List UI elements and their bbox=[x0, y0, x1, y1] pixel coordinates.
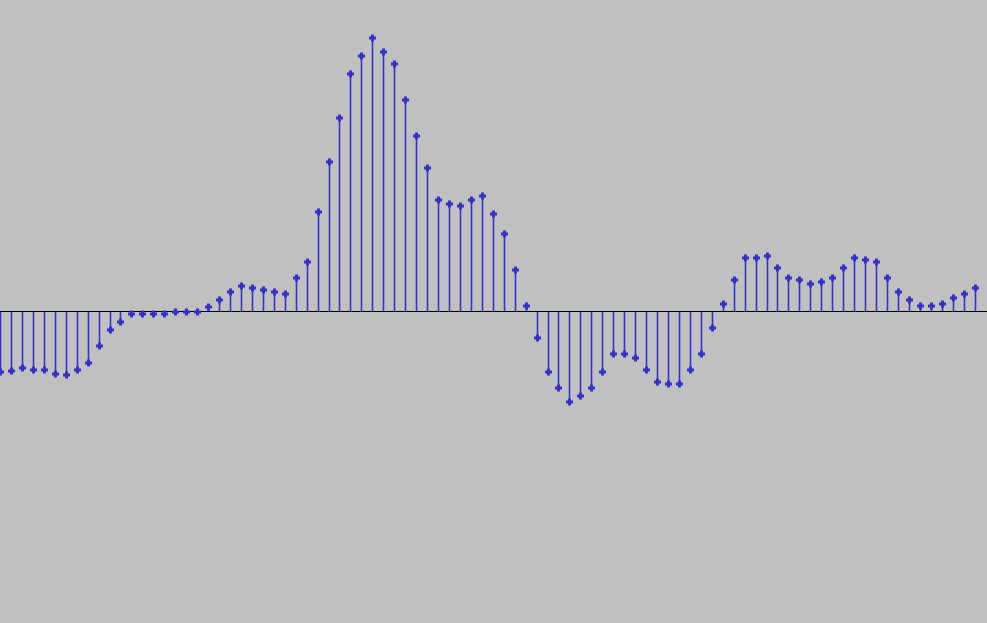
sample-point[interactable] bbox=[588, 384, 595, 392]
sample-point[interactable] bbox=[238, 282, 245, 290]
sample-point[interactable] bbox=[85, 359, 92, 367]
sample-point[interactable] bbox=[183, 308, 190, 316]
sample-point[interactable] bbox=[961, 290, 968, 298]
sample-point[interactable] bbox=[884, 274, 891, 282]
sample-point[interactable] bbox=[150, 310, 157, 318]
sample-point[interactable] bbox=[391, 60, 398, 68]
sample-point[interactable] bbox=[293, 274, 300, 282]
sample-point[interactable] bbox=[172, 308, 179, 316]
sample-point[interactable] bbox=[534, 334, 541, 342]
sample-point[interactable] bbox=[785, 274, 792, 282]
sample-point[interactable] bbox=[128, 310, 135, 318]
sample-point[interactable] bbox=[610, 350, 617, 358]
sample-point[interactable] bbox=[74, 366, 81, 374]
sample-point[interactable] bbox=[8, 367, 15, 375]
sample-point[interactable] bbox=[41, 366, 48, 374]
sample-point[interactable] bbox=[479, 192, 486, 200]
sample-point[interactable] bbox=[807, 280, 814, 288]
sample-point[interactable] bbox=[424, 164, 431, 172]
sample-point[interactable] bbox=[501, 230, 508, 238]
sample-stems bbox=[0, 38, 977, 402]
sample-point[interactable] bbox=[413, 132, 420, 140]
sample-point[interactable] bbox=[731, 276, 738, 284]
sample-point[interactable] bbox=[709, 324, 716, 332]
sample-point[interactable] bbox=[774, 264, 781, 272]
sample-point[interactable] bbox=[380, 48, 387, 56]
sample-point[interactable] bbox=[30, 366, 37, 374]
sample-point[interactable] bbox=[304, 258, 311, 266]
sample-point[interactable] bbox=[764, 252, 771, 260]
sample-point[interactable] bbox=[873, 258, 880, 266]
sample-points[interactable] bbox=[0, 34, 979, 406]
sample-point[interactable] bbox=[19, 364, 26, 372]
sample-point[interactable] bbox=[928, 302, 935, 310]
sample-point[interactable] bbox=[676, 380, 683, 388]
sample-point[interactable] bbox=[654, 378, 661, 386]
sample-point[interactable] bbox=[358, 52, 365, 60]
sample-point[interactable] bbox=[632, 354, 639, 362]
sample-point[interactable] bbox=[161, 310, 168, 318]
sample-point[interactable] bbox=[621, 350, 628, 358]
sample-point[interactable] bbox=[698, 350, 705, 358]
sample-point[interactable] bbox=[643, 366, 650, 374]
sample-point[interactable] bbox=[950, 294, 957, 302]
sample-point[interactable] bbox=[742, 254, 749, 262]
sample-point[interactable] bbox=[271, 288, 278, 296]
sample-point[interactable] bbox=[829, 274, 836, 282]
sample-point[interactable] bbox=[0, 368, 4, 376]
sample-point[interactable] bbox=[336, 114, 343, 122]
sample-point[interactable] bbox=[862, 256, 869, 264]
sample-point[interactable] bbox=[523, 302, 530, 310]
sample-point[interactable] bbox=[52, 370, 59, 378]
sample-point[interactable] bbox=[818, 278, 825, 286]
sample-point[interactable] bbox=[490, 210, 497, 218]
sample-point[interactable] bbox=[107, 326, 114, 334]
sample-point[interactable] bbox=[512, 266, 519, 274]
sample-point[interactable] bbox=[906, 296, 913, 304]
sample-point[interactable] bbox=[599, 368, 606, 376]
sample-point[interactable] bbox=[939, 300, 946, 308]
sample-point[interactable] bbox=[96, 342, 103, 350]
sample-point[interactable] bbox=[249, 284, 256, 292]
sample-point[interactable] bbox=[347, 70, 354, 78]
sample-point[interactable] bbox=[216, 296, 223, 304]
sample-point[interactable] bbox=[687, 366, 694, 374]
sample-point[interactable] bbox=[895, 288, 902, 296]
sample-point[interactable] bbox=[402, 96, 409, 104]
sample-point[interactable] bbox=[851, 254, 858, 262]
sample-point[interactable] bbox=[446, 200, 453, 208]
sample-point[interactable] bbox=[139, 310, 146, 318]
sample-point[interactable] bbox=[917, 302, 924, 310]
sample-point[interactable] bbox=[194, 308, 201, 316]
sample-point[interactable] bbox=[315, 208, 322, 216]
sample-point[interactable] bbox=[665, 380, 672, 388]
sample-point[interactable] bbox=[205, 303, 212, 311]
sample-point[interactable] bbox=[117, 318, 124, 326]
sample-point[interactable] bbox=[566, 398, 573, 406]
sample-point[interactable] bbox=[468, 196, 475, 204]
sample-point[interactable] bbox=[282, 290, 289, 298]
sample-point[interactable] bbox=[260, 286, 267, 294]
sample-point[interactable] bbox=[457, 202, 464, 210]
sample-point[interactable] bbox=[435, 196, 442, 204]
sample-point[interactable] bbox=[63, 371, 70, 379]
sample-point[interactable] bbox=[972, 284, 979, 292]
sample-point[interactable] bbox=[555, 384, 562, 392]
sample-point[interactable] bbox=[720, 300, 727, 308]
sample-point[interactable] bbox=[369, 34, 376, 42]
sample-point[interactable] bbox=[796, 276, 803, 284]
sample-point[interactable] bbox=[326, 158, 333, 166]
sample-point[interactable] bbox=[227, 288, 234, 296]
sample-point[interactable] bbox=[753, 254, 760, 262]
sample-point[interactable] bbox=[840, 264, 847, 272]
sample-point[interactable] bbox=[545, 368, 552, 376]
sample-point[interactable] bbox=[577, 392, 584, 400]
